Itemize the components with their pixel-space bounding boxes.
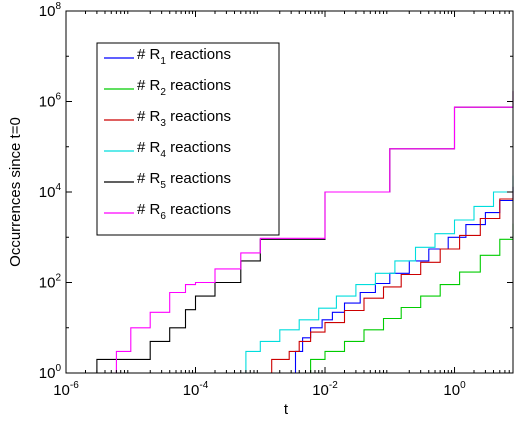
legend-label-r6: # R6 reactions: [137, 201, 231, 222]
legend-label-r4: # R4 reactions: [137, 139, 231, 160]
x-tick-label: 10-6: [53, 380, 79, 399]
legend-box: [96, 42, 280, 236]
series-layer: [80, 91, 514, 374]
tick-layer: 10-6 10-4 10-2 100 100 102 104 106 108: [39, 1, 514, 399]
legend-label-r1: # R1 reactions: [137, 46, 231, 67]
legend-label-r2: # R2 reactions: [137, 77, 231, 98]
series-line-r3: [254, 186, 514, 374]
x-tick-label: 10-4: [183, 380, 209, 399]
legend-label-r3: # R3 reactions: [137, 108, 231, 129]
x-axis-label: t: [284, 401, 289, 418]
y-tick-label: 104: [39, 182, 62, 201]
y-tick-label: 106: [39, 92, 62, 111]
legend-label-r5: # R5 reactions: [137, 170, 231, 191]
x-tick-label: 10-2: [312, 380, 338, 399]
series-line-r6: [105, 91, 514, 374]
y-tick-label: 108: [39, 1, 62, 20]
legend: # R1 reactions # R2 reactions # R3 reactio…: [96, 42, 280, 236]
y-tick-label: 102: [39, 273, 62, 292]
series-line-r2: [295, 223, 514, 374]
y-axis-label: Occurrences since t=0: [7, 117, 24, 267]
series-line-r4: [234, 175, 514, 374]
y-tick-label: 100: [39, 363, 62, 382]
x-tick-label: 100: [443, 380, 466, 399]
